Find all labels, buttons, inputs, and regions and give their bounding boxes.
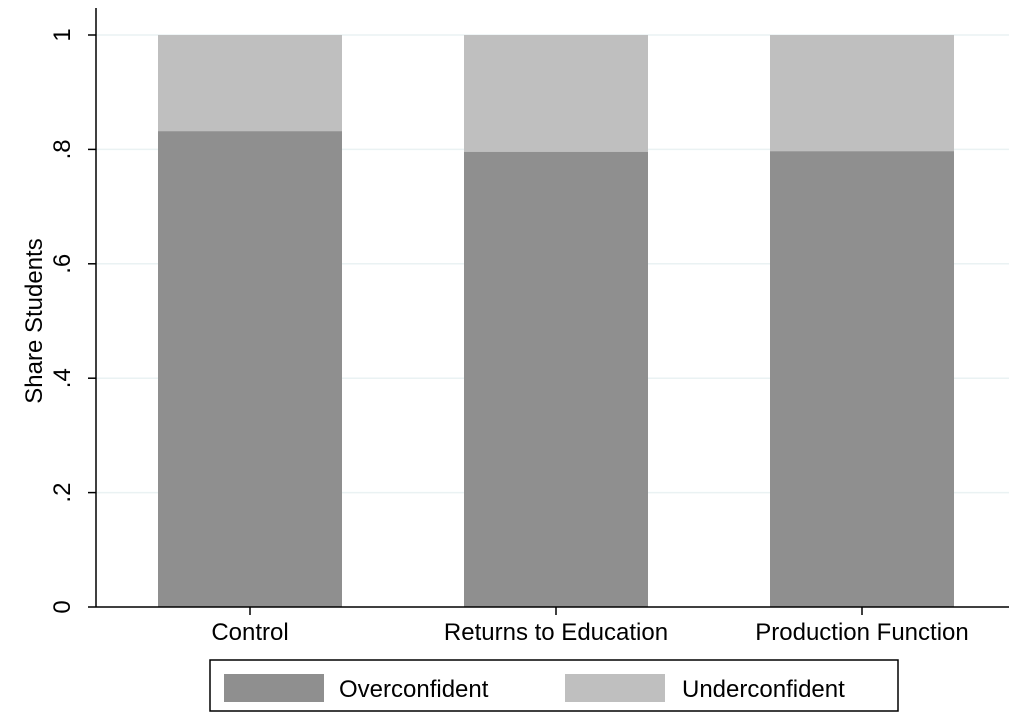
legend-box <box>209 659 899 712</box>
x-category-label: Production Function <box>755 619 968 646</box>
legend-swatch-underconfident <box>565 674 665 702</box>
axes <box>95 8 1009 608</box>
bar-overconfident <box>158 131 342 607</box>
legend-label-overconfident: Overconfident <box>339 676 489 703</box>
y-tick-label: .2 <box>49 483 76 503</box>
bar-overconfident <box>464 151 648 608</box>
bar-underconfident <box>770 35 954 152</box>
x-category-labels: Control Returns to Education Production Fu… <box>211 607 969 646</box>
legend-swatch-overconfident <box>224 674 324 702</box>
y-tick-label: .4 <box>49 368 76 388</box>
y-tick-label: .8 <box>49 139 76 159</box>
y-tick-label: .6 <box>49 254 76 274</box>
bars <box>158 35 954 608</box>
x-category-label: Returns to Education <box>444 619 668 646</box>
y-tick-label: 0 <box>49 600 76 613</box>
x-category-label: Control <box>211 619 288 646</box>
legend: Overconfident Underconfident <box>209 659 899 712</box>
y-tick-label: 1 <box>49 28 76 41</box>
bar-overconfident <box>770 151 954 607</box>
y-ticks: 0 .2 .4 .6 .8 1 <box>49 28 96 614</box>
legend-label-underconfident: Underconfident <box>682 676 845 703</box>
y-axis-title: Share Students <box>21 238 48 403</box>
bar-underconfident <box>158 35 342 132</box>
bar-underconfident <box>464 35 648 152</box>
